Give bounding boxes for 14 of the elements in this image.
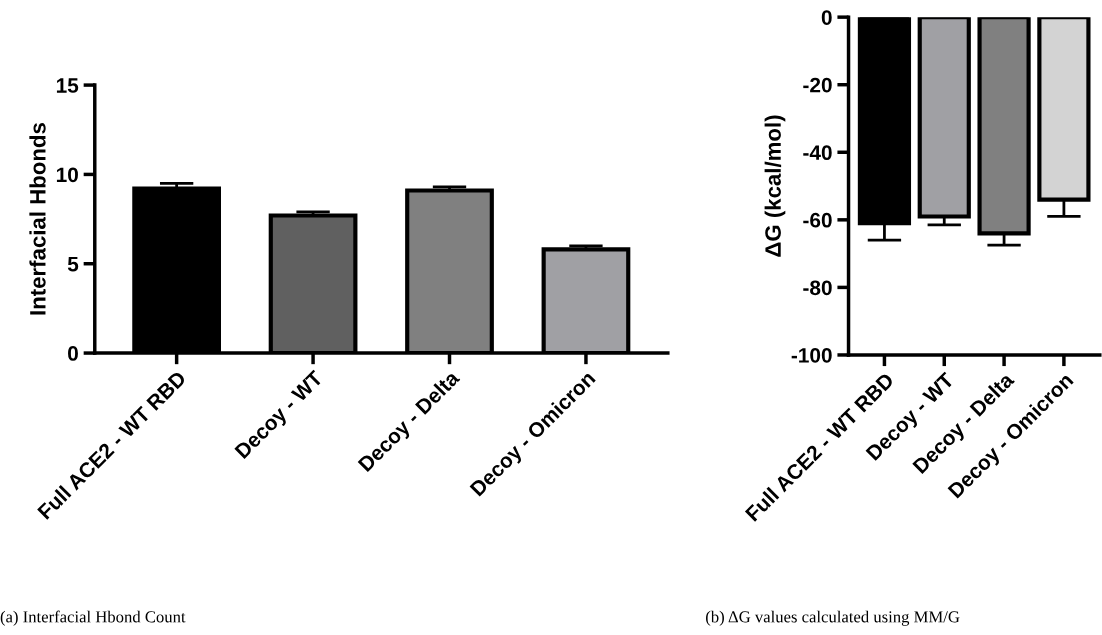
y-tick-label: -40 xyxy=(803,145,832,161)
y-tick-label: 10 xyxy=(56,167,78,183)
y-tick-label: 15 xyxy=(56,78,79,93)
text: (b) ΔG values calculated using MM/G xyxy=(706,610,960,626)
y-tick-label: -80 xyxy=(803,280,832,296)
y-tick-label: 5 xyxy=(67,256,79,272)
y-tick-label: 0 xyxy=(821,10,832,25)
y-axis-title: Interfacial Hbonds xyxy=(29,123,46,315)
y-tick-label: -100 xyxy=(791,347,832,363)
y-tick-label: -60 xyxy=(803,212,832,228)
y-axis-title: ΔG (kcal/mol) xyxy=(764,115,786,257)
y-tick-label: -20 xyxy=(803,77,832,93)
text: (a) Interfacial Hbond Count xyxy=(0,610,186,626)
y-tick-label: 0 xyxy=(68,346,78,361)
